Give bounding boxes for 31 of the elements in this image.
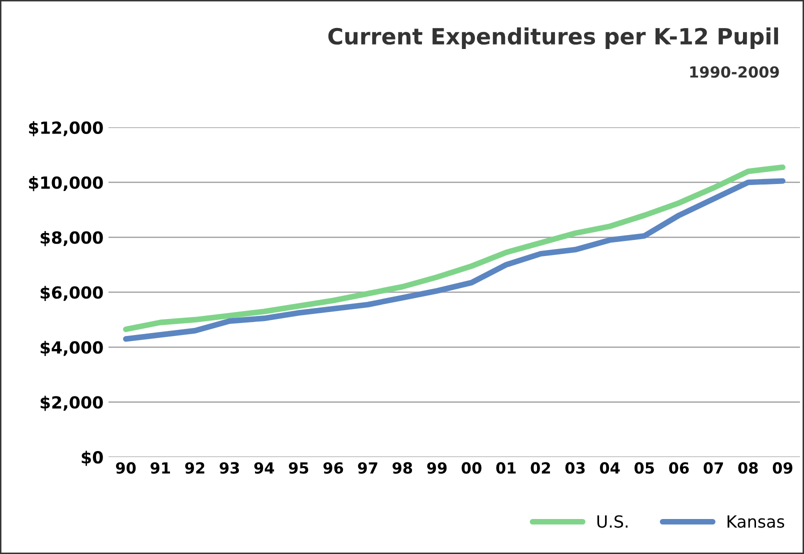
- x-tick-label: 99: [427, 462, 447, 474]
- x-tick-label: 02: [530, 462, 550, 474]
- x-tick-label: 03: [565, 462, 585, 474]
- x-tick-label: 06: [669, 462, 689, 474]
- chart-title: Current Expenditures per K-12 Pupil: [328, 27, 778, 49]
- x-tick-label: 07: [704, 462, 723, 474]
- x-tick-label: 98: [392, 462, 412, 474]
- y-tick-label: $10,000: [29, 176, 103, 192]
- x-tick-label: 00: [462, 462, 482, 474]
- legend-label: Kansas: [728, 515, 784, 528]
- y-tick-label: $6,000: [40, 286, 103, 302]
- x-tick-label: 92: [185, 462, 204, 474]
- x-tick-label: 09: [772, 462, 792, 474]
- x-tick-label: 90: [116, 462, 136, 474]
- y-tick-label: $4,000: [40, 340, 103, 356]
- y-tick-label: $12,000: [29, 121, 103, 136]
- x-tick-label: 04: [600, 462, 620, 474]
- x-tick-label: 05: [634, 462, 654, 474]
- x-tick-label: 91: [150, 462, 170, 474]
- x-tick-label: 95: [288, 462, 308, 474]
- x-tick-label: 93: [220, 462, 239, 474]
- x-tick-label: 96: [323, 462, 344, 474]
- x-tick-label: 94: [254, 462, 274, 474]
- x-tick-label: 08: [738, 462, 758, 474]
- y-tick-label: $0: [82, 450, 103, 466]
- y-tick-label: $8,000: [40, 230, 103, 246]
- y-tick-label: $2,000: [40, 396, 103, 411]
- x-tick-label: 01: [496, 462, 516, 474]
- chart-subtitle: 1990-2009: [690, 66, 779, 78]
- legend-label: U.S.: [597, 515, 628, 528]
- x-tick-label: 97: [358, 462, 378, 474]
